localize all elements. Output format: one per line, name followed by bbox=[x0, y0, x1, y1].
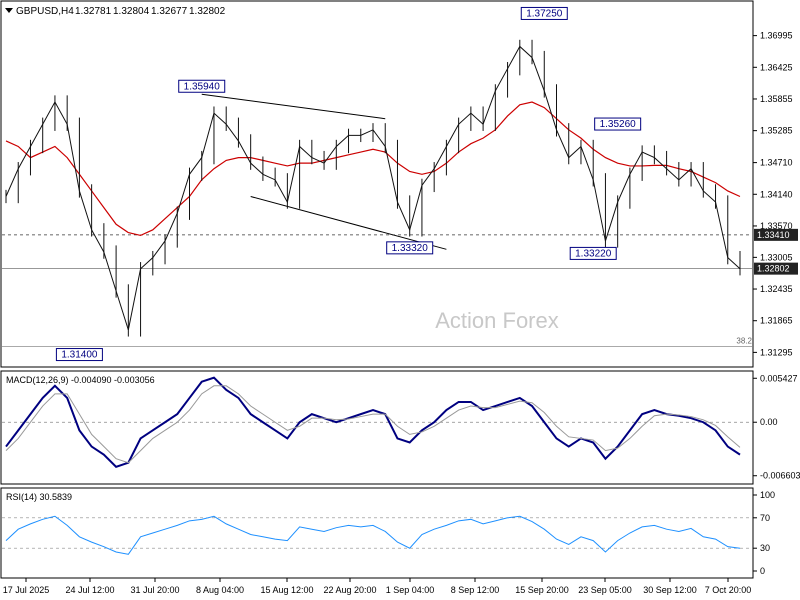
x-tick-label: 31 Jul 20:00 bbox=[130, 585, 179, 595]
price-header-high: 1.32804 bbox=[113, 6, 150, 17]
trendlines bbox=[201, 93, 447, 250]
x-tick-label: 30 Sep 12:00 bbox=[643, 585, 697, 595]
macd-panel-frame bbox=[0, 370, 754, 485]
x-tick-label: 15 Sep 20:00 bbox=[515, 585, 569, 595]
level-label-box bbox=[55, 348, 103, 362]
level-label-box bbox=[594, 117, 642, 131]
price-series-layer bbox=[5, 39, 741, 337]
price-y-tick-label: 1.35285 bbox=[760, 126, 793, 136]
fib-level-label: 38.2 bbox=[736, 337, 752, 346]
level-label-box bbox=[386, 241, 434, 255]
price-y-tick-label: 1.33570 bbox=[760, 221, 793, 231]
x-axis: 17 Jul 2025 24 Jul 12:00 31 Jul 20:00 8 Aug… bbox=[3, 578, 752, 595]
price-y-axis: 1.36995 1.36425 1.35855 1.35285 1.34710 1.341… bbox=[753, 31, 793, 357]
price-level-tag bbox=[754, 262, 798, 275]
price-y-tick-label: 1.31295 bbox=[760, 347, 793, 357]
level-labels: 1.31400 1.35940 1.33320 1.37250 1.33220 1.352… bbox=[55, 6, 642, 362]
rsi-y-tick-label: 100 bbox=[760, 490, 775, 500]
trendline bbox=[201, 93, 386, 120]
rsi-y-tick-label: 0 bbox=[760, 566, 765, 576]
rsi-y-tick-label: 30 bbox=[760, 543, 770, 553]
price-level-tag-label: 1.33410 bbox=[757, 230, 790, 240]
price-y-tick-label: 1.36995 bbox=[760, 31, 793, 41]
level-label: 1.31400 bbox=[61, 350, 98, 361]
x-tick-label: 8 Sep 12:00 bbox=[451, 585, 500, 595]
price-levels: 1.33410 1.32802 38.2 bbox=[2, 228, 798, 347]
watermark: Action Forex bbox=[435, 308, 559, 333]
x-tick-label: 15 Aug 12:00 bbox=[260, 585, 313, 595]
rsi-panel-frame bbox=[0, 487, 754, 579]
level-label: 1.33320 bbox=[392, 243, 429, 254]
x-tick-label: 17 Jul 2025 bbox=[3, 585, 50, 595]
x-tick-label: 24 Jul 12:00 bbox=[65, 585, 114, 595]
price-y-tick-label: 1.33005 bbox=[760, 252, 793, 262]
price-header-low: 1.32677 bbox=[151, 6, 188, 17]
x-tick-label: 8 Aug 04:00 bbox=[196, 585, 244, 595]
x-tick-label: 23 Sep 05:00 bbox=[578, 585, 632, 595]
level-label-box bbox=[178, 79, 226, 93]
level-label-box bbox=[569, 246, 617, 260]
rsi-y-tick-label: 70 bbox=[760, 513, 770, 523]
price-line bbox=[5, 45, 741, 331]
level-label-box bbox=[520, 6, 568, 20]
price-y-tick-label: 1.31865 bbox=[760, 316, 793, 326]
price-panel-frame bbox=[0, 0, 754, 368]
price-level-tag-label: 1.32802 bbox=[757, 264, 790, 274]
macd-y-tick-label: 0.00 bbox=[760, 417, 778, 427]
price-y-tick-label: 1.34710 bbox=[760, 158, 793, 168]
price-y-tick-label: 1.35855 bbox=[760, 94, 793, 104]
price-y-tick-label: 1.34140 bbox=[760, 189, 793, 199]
trendline bbox=[250, 196, 447, 250]
macd-y-tick-label: -0.006603 bbox=[760, 471, 800, 481]
x-tick-label: 1 Sep 04:00 bbox=[386, 585, 435, 595]
macd-layer: 0.005427 0.00 -0.006603 bbox=[2, 373, 800, 481]
rsi-layer: 100 70 30 0 bbox=[2, 490, 775, 576]
signal-line bbox=[5, 385, 741, 464]
rsi-line bbox=[5, 515, 741, 555]
price-header-symbol: GBPUSD,H4 bbox=[16, 6, 74, 17]
macd-y-tick-label: 0.005427 bbox=[760, 373, 798, 383]
price-y-tick-label: 1.32435 bbox=[760, 284, 793, 294]
price-level-tag bbox=[754, 228, 798, 241]
price-y-tick-label: 1.36425 bbox=[760, 62, 793, 72]
macd-header: MACD(12,26,9) -0.004090 -0.003056 bbox=[6, 375, 155, 385]
price-header-open: 1.32781 bbox=[75, 6, 112, 17]
level-label: 1.37250 bbox=[526, 8, 563, 19]
moving-average-layer bbox=[5, 101, 741, 237]
symbol-dropdown-icon[interactable] bbox=[5, 8, 13, 13]
level-label: 1.35940 bbox=[184, 81, 221, 92]
moving-average-line bbox=[5, 101, 741, 237]
x-tick-label: 7 Oct 20:00 bbox=[705, 585, 752, 595]
level-label: 1.33220 bbox=[575, 248, 612, 259]
rsi-header: RSI(14) 30.5839 bbox=[6, 492, 72, 502]
price-header-close: 1.32802 bbox=[189, 6, 226, 17]
x-tick-label: 22 Aug 20:00 bbox=[323, 585, 376, 595]
level-label: 1.35260 bbox=[600, 119, 637, 130]
